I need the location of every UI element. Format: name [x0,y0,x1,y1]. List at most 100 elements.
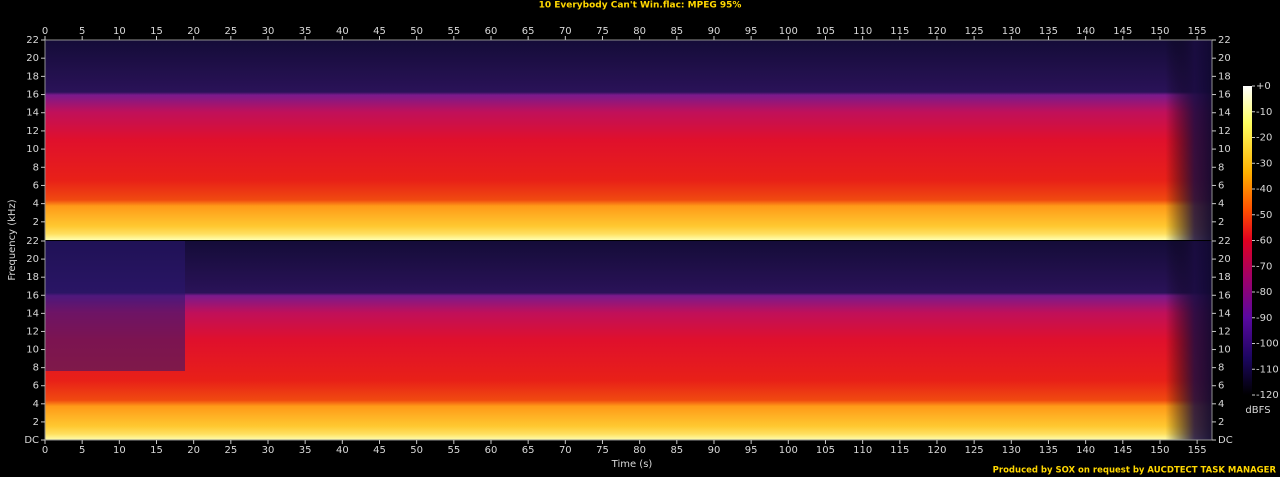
x-tick-label: 25 [224,445,237,456]
colorbar-tick-label: -20 [1256,133,1272,144]
x-tick-label: 105 [816,445,835,456]
y-tick-label: 14 [1218,108,1231,119]
x-tick-label: 40 [336,445,349,456]
colorbar [1243,86,1252,395]
y-tick-label: 20 [26,53,39,64]
y-tick-label: 20 [1218,254,1231,265]
x-tick-label: 155 [1188,445,1207,456]
x-tick-label: 10 [113,445,126,456]
y-tick-label: 22 [1218,35,1231,46]
y-tick-label: 14 [26,108,39,119]
x-tick-label: 80 [633,26,646,37]
y-tick-label: 14 [26,308,39,319]
x-tick-label: 20 [187,26,200,37]
x-tick-label: 115 [890,26,909,37]
y-tick-label: 2 [33,217,39,228]
x-tick-label: 105 [816,26,835,37]
x-tick-label: 50 [410,26,423,37]
x-tick-label: 85 [670,445,683,456]
x-tick-label: 155 [1188,26,1207,37]
x-tick-label: 125 [965,445,984,456]
x-tick-label: 55 [447,445,460,456]
colorbar-tick-label: -50 [1256,210,1272,221]
plot-frame [44,39,1213,441]
x-tick-label: 15 [150,445,163,456]
x-tick-label: 15 [150,26,163,37]
y-axis-label: Frequency (kHz) [7,199,18,280]
y-tick-label: 6 [1218,381,1224,392]
colorbar-tick-label: -30 [1256,158,1272,169]
x-tick-label: 100 [779,26,798,37]
x-tick-label: 70 [559,445,572,456]
colorbar-tick-label: -60 [1256,236,1272,247]
x-tick-label: 65 [522,445,535,456]
x-tick-label: 130 [1002,26,1021,37]
y-tick-label: 20 [1218,53,1231,64]
y-tick-label: 12 [1218,126,1231,137]
y-tick-label: 4 [1218,399,1224,410]
x-tick-label: 115 [890,445,909,456]
x-tick-label: 40 [336,26,349,37]
y-tick-label: 4 [33,399,39,410]
x-tick-label: 0 [42,445,48,456]
x-axis-label: Time (s) [611,459,653,470]
y-tick-label: 6 [1218,180,1224,191]
x-tick-label: 110 [853,445,872,456]
colorbar-tick-label: +0 [1256,81,1271,92]
y-tick-label: 12 [26,326,39,337]
x-tick-label: 145 [1113,26,1132,37]
y-tick-label: 22 [26,236,39,247]
y-tick-label: 6 [33,180,39,191]
chart-title: 10 Everybody Can't Win.flac: MPEG 95% [539,1,742,11]
x-tick-label: 110 [853,26,872,37]
x-tick-label: 45 [373,26,386,37]
y-tick-label: 4 [33,199,39,210]
y-tick-label: 22 [26,35,39,46]
y-tick-label: 2 [1218,417,1224,428]
x-tick-label: 25 [224,26,237,37]
x-tick-label: 120 [927,26,946,37]
y-tick-label: 18 [26,272,39,283]
x-tick-label: 75 [596,445,609,456]
x-tick-label: 85 [670,26,683,37]
colorbar-tick-label: -70 [1256,261,1272,272]
y-tick-label: 10 [26,345,39,356]
y-tick-label: 16 [26,290,39,301]
x-tick-label: 135 [1039,445,1058,456]
y-tick-label: 8 [33,363,39,374]
x-tick-label: 150 [1150,26,1169,37]
x-tick-label: 45 [373,445,386,456]
x-tick-label: 150 [1150,445,1169,456]
x-tick-label: 5 [79,26,85,37]
y-tick-label: 4 [1218,199,1224,210]
x-tick-label: 100 [779,445,798,456]
x-tick-label: 30 [262,445,275,456]
x-tick-label: 90 [708,445,721,456]
x-tick-label: 90 [708,26,721,37]
x-tick-label: 60 [485,26,498,37]
x-tick-label: 75 [596,26,609,37]
credit: Produced by SOX on request by AUCDTECT T… [993,466,1277,476]
x-tick-label: 70 [559,26,572,37]
y-tick-label: DC [1218,435,1233,446]
x-tick-label: 50 [410,445,423,456]
y-tick-label: 6 [33,381,39,392]
x-tick-label: 35 [299,445,312,456]
y-tick-label: 18 [26,71,39,82]
x-tick-label: 30 [262,26,275,37]
y-tick-label: 2 [1218,217,1224,228]
y-tick-label: 18 [1218,71,1231,82]
colorbar-tick-label: -110 [1256,364,1279,375]
x-tick-label: 95 [745,26,758,37]
y-tick-label: 10 [1218,144,1231,155]
x-tick-label: 20 [187,445,200,456]
y-tick-label: 10 [26,144,39,155]
x-tick-label: 65 [522,26,535,37]
y-tick-label: 2 [33,417,39,428]
x-tick-label: 130 [1002,445,1021,456]
x-tick-label: 5 [79,445,85,456]
spectrogram-fade [45,40,1212,240]
x-tick-label: 135 [1039,26,1058,37]
